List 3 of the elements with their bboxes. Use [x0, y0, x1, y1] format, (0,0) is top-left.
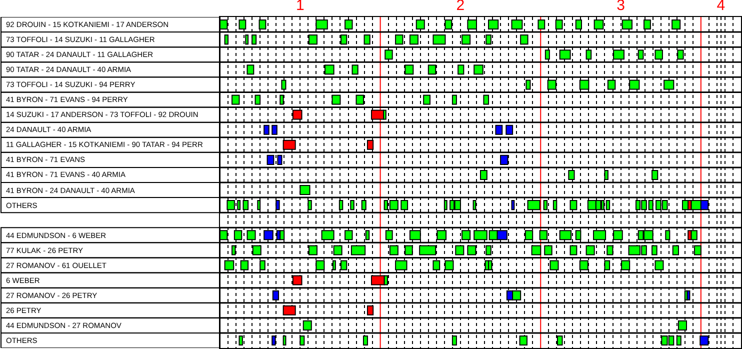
x-tick-label: 1	[296, 0, 304, 14]
bar	[538, 20, 546, 30]
x-tick-label: 4	[716, 0, 726, 14]
